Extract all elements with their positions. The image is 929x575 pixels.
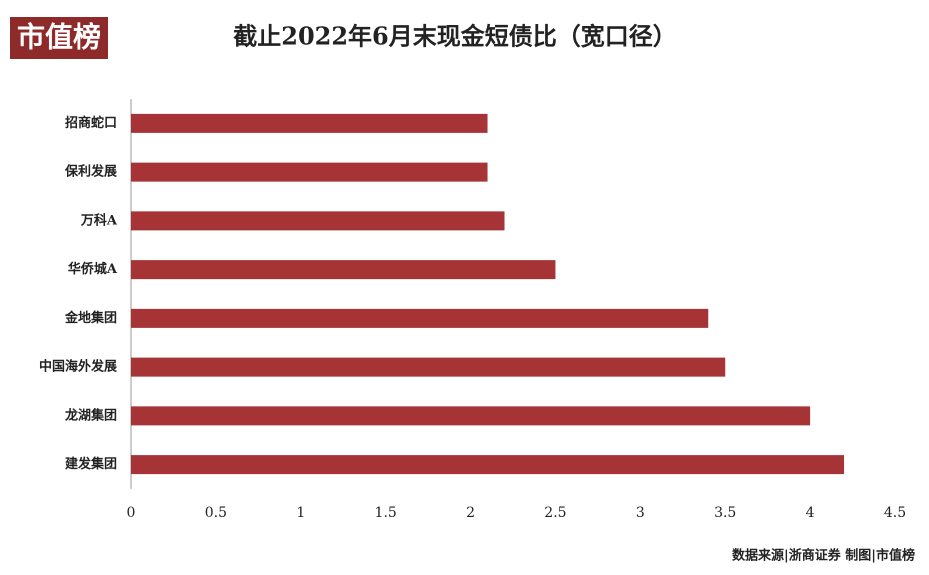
x-tick-label: 0.5 xyxy=(205,505,227,521)
y-tick-label: 招商蛇口 xyxy=(65,115,117,131)
y-tick-label: 华侨城A xyxy=(68,261,118,277)
bar xyxy=(131,308,709,328)
y-tick-label: 金地集团 xyxy=(64,310,117,326)
x-tick-label: 2 xyxy=(466,505,475,521)
logo-box xyxy=(10,17,108,59)
source: 数据来源|浙商证券 制图|市值榜 xyxy=(732,548,915,564)
x-tick-label: 4.5 xyxy=(884,505,906,521)
x-tick-label: 3.5 xyxy=(714,505,736,521)
chart-title: 截止2022年6月末现金短债比（宽口径） xyxy=(233,22,677,51)
x-tick-label: 2.5 xyxy=(544,505,566,521)
x-tick-label: 3 xyxy=(636,505,645,521)
bar xyxy=(131,406,811,426)
y-tick-label: 中国海外发展 xyxy=(39,359,118,375)
bar xyxy=(131,162,488,182)
bar xyxy=(131,211,505,231)
x-tick-label: 1.5 xyxy=(375,505,397,521)
x-tick-label: 4 xyxy=(806,505,815,521)
y-tick-label: 保利发展 xyxy=(64,164,118,180)
logo: 市值榜 xyxy=(17,21,101,54)
bar xyxy=(131,260,556,280)
x-tick-label: 0 xyxy=(127,505,136,521)
bar xyxy=(131,357,726,377)
y-tick-label: 万科A xyxy=(80,212,118,228)
y-tick-label: 建发集团 xyxy=(65,456,117,472)
bar xyxy=(131,113,488,133)
x-tick-label: 1 xyxy=(296,505,305,521)
bar xyxy=(131,455,845,475)
y-tick-label: 龙湖集团 xyxy=(65,407,117,423)
